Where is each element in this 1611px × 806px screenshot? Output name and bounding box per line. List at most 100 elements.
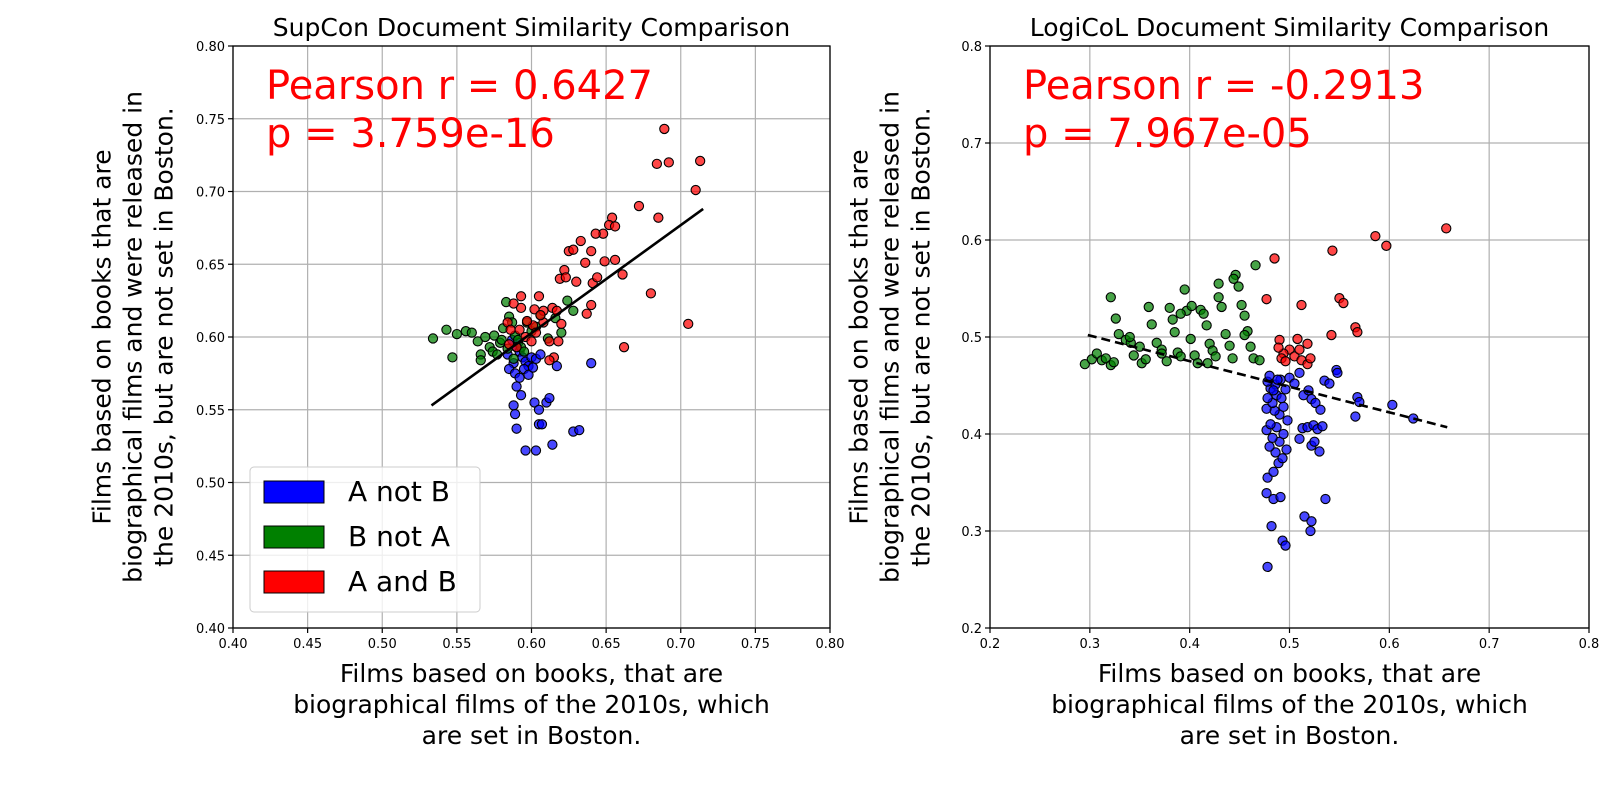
scatter-point-a-and-b [553,336,564,347]
scatter-point-b-not-a [1239,329,1250,341]
scatter-point-b-not-a [1245,341,1256,352]
scatter-point-b-not-a [1124,331,1135,343]
x-axis-label: Films based on books, that are [340,659,723,688]
y-tick-label: 0.6 [961,234,982,249]
scatter-point-a-not-b [515,390,527,401]
scatter-point-a-not-b [1317,421,1328,432]
stats-annotation: Pearson r = 0.6427 [266,63,653,109]
scatter-point-a-not-b [511,423,522,434]
scatter-point-a-and-b [521,315,533,327]
x-tick-label: 0.80 [816,637,845,652]
scatter-point-b-not-a [1146,319,1157,330]
scatter-point-a-and-b [683,318,694,330]
scatter-point-a-and-b [599,256,610,267]
scatter-point-b-not-a [1164,302,1175,314]
scatter-point-b-not-a [1239,310,1250,321]
plot-frame [989,45,1590,629]
scatter-point-a-not-b [1350,411,1361,422]
scatter-point-a-not-b [1275,491,1286,503]
scatter-point-a-and-b [653,212,664,223]
scatter-point-a-and-b [1273,342,1284,353]
y-tick-label: 0.7 [961,137,982,152]
y-tick-label: 0.50 [196,477,225,492]
scatter-point-a-and-b [618,342,630,353]
scatter-point-a-and-b [1381,240,1392,251]
y-axis-label: biographical films and were released in [119,91,148,583]
scatter-point-b-not-a [480,331,491,343]
regression-line [430,207,704,407]
scatter-point-a-and-b [580,257,591,268]
scatter-point-a-and-b [586,299,597,311]
scatter-point-a-not-b [1294,433,1305,444]
scatter-point-a-and-b [590,228,601,239]
scatter-point-a-and-b [633,200,645,212]
supcon-chart: 0.40 0.45 0.50 0.55 0.60 0.65 0.70 0.75 0.80 0.40… [88,13,845,750]
scatter-point-b-not-a [1250,260,1261,271]
scatter-point-a-not-b [1266,521,1277,532]
scatter-point-a-not-b [1272,374,1283,385]
scatter-point-a-not-b [535,349,546,360]
y-tick-label: 0.40 [196,622,225,637]
legend-swatch [263,570,325,594]
scatter-point-a-not-b [536,419,548,430]
scatter-point-a-and-b [609,254,621,266]
x-tick-label: 0.70 [666,637,695,652]
scatter-point-a-not-b [1265,419,1276,430]
scatter-point-a-and-b [571,276,582,287]
scatter-point-b-not-a [447,352,458,363]
scatter-point-b-not-a [1213,278,1224,289]
scatter-point-a-not-b [1299,511,1310,522]
scatter-point-b-not-a [1186,300,1197,312]
scatter-point-a-and-b [659,123,670,135]
y-tick-label: 0.75 [196,113,225,128]
scatter-point-a-not-b [1324,378,1335,389]
x-axis-label: biographical films of the 2010s, which [1051,690,1528,719]
scatter-point-a-and-b [1294,344,1305,355]
scatter-point-b-not-a [1110,313,1121,324]
scatter-point-b-not-a [496,334,507,346]
y-tick-label: 0.2 [961,622,982,637]
scatter-point-a-not-b [509,408,521,420]
scatter-point-b-not-a [562,295,573,306]
scatter-point-a-not-b [1267,432,1278,444]
y-tick-label: 0.3 [961,525,982,540]
scatter-point-a-and-b [533,291,545,302]
scatter-point-b-not-a [1161,356,1172,367]
plot-frame [232,45,831,629]
scatter-point-b-not-a [1167,314,1178,325]
x-axis-label: are set in Boston. [1180,721,1400,750]
logicol-chart: 0.2 0.3 0.4 0.5 0.6 0.7 0.8 0.2 0.3 0.4 0.5 0.6 0.7 0… [845,13,1600,750]
scatter-point-a-and-b [581,308,592,319]
scatter-point-b-not-a [1202,358,1213,369]
scatter-point-a-and-b [515,302,527,314]
scatter-point-a-not-b [1305,525,1316,537]
y-tick-label: 0.4 [961,428,982,443]
scatter-point-a-and-b [575,235,586,247]
scatter-point-a-and-b [505,324,516,335]
scatter-point-b-not-a [1228,273,1239,284]
scatter-point-b-not-a [489,330,500,341]
scatter-point-a-not-b [574,424,585,436]
scatter-point-a-not-b [1280,540,1291,551]
y-tick-label: 0.8 [961,40,982,55]
scatter-point-a-not-b [586,358,597,369]
y-tick-label: 0.5 [961,331,982,346]
scatter-point-a-not-b [1309,436,1320,447]
y-axis-label: the 2010s, but are not set in Boston. [907,107,936,567]
x-tick-label: 0.3 [1079,637,1100,652]
scatter-point-a-and-b [556,318,567,330]
scatter-point-b-not-a [568,305,579,316]
scatter-point-b-not-a [1113,328,1124,340]
scatter-point-b-not-a [1210,351,1221,362]
y-axis-label: biographical films and were released in [876,91,905,583]
x-axis-label: are set in Boston. [422,721,642,750]
scatter-point-a-and-b [1370,230,1381,242]
legend-swatch [263,480,325,504]
scatter-point-b-not-a [1079,359,1090,370]
scatter-point-a-not-b [1278,401,1289,412]
scatter-point-b-not-a [472,336,483,347]
scatter-point-b-not-a [1213,292,1224,303]
scatter-point-a-not-b [529,397,540,408]
scatter-point-a-not-b [533,404,545,415]
scatter-point-b-not-a [1091,348,1102,359]
